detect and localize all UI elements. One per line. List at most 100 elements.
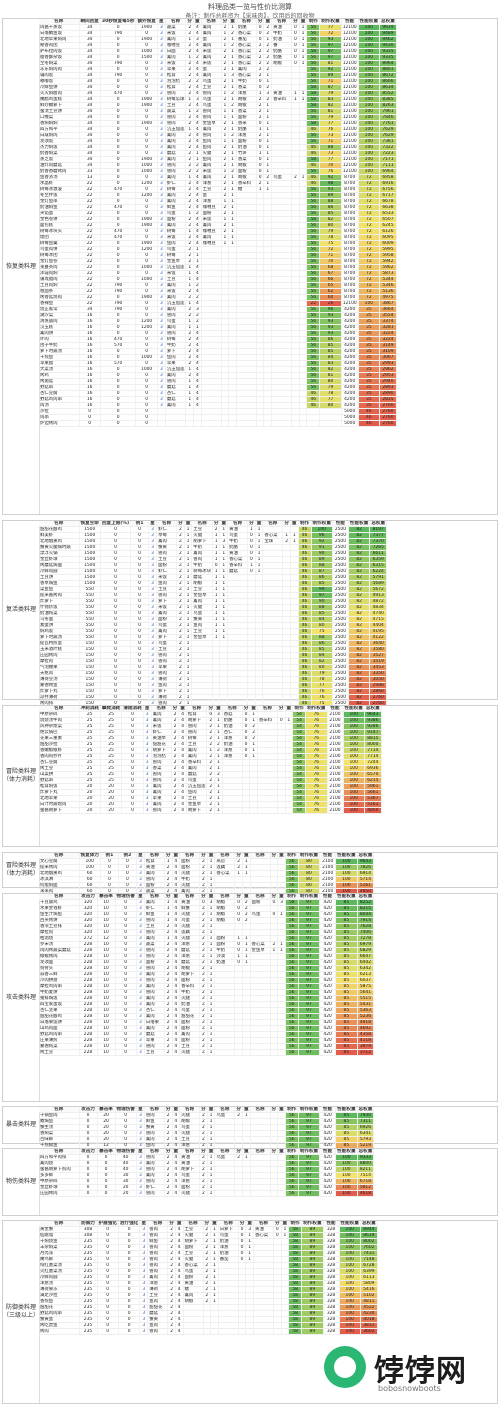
column-header: 性能 [332, 521, 349, 527]
value-cell: 4 [175, 1328, 184, 1335]
column-header: 30秒恢复每5秒 [100, 19, 137, 25]
column-header: 量 [285, 706, 294, 712]
value-cell: 4 [178, 741, 187, 748]
value-cell: 3 [148, 616, 158, 623]
value-cell: 2 [221, 162, 230, 169]
value-cell [277, 777, 286, 784]
score-cell: 8700 [341, 174, 359, 181]
value-cell: 奶油 [218, 1250, 239, 1257]
dish-name-cell: 日落鲷鱼饭 [39, 30, 80, 37]
score-cell: 35 [358, 360, 381, 367]
score-cell: 58 [306, 216, 321, 223]
value-cell: 235 [79, 1310, 98, 1317]
value-cell [238, 1304, 247, 1311]
value-cell [277, 1166, 286, 1173]
score-cell: 2500 [332, 604, 349, 611]
value-cell: 2 [221, 36, 230, 43]
value-cell: 牛奶 [227, 538, 249, 545]
value-cell: 0 [100, 532, 132, 539]
value-cell: 4 [175, 1238, 184, 1245]
value-cell: 胡萝卜 [191, 538, 213, 545]
value-cell [271, 156, 293, 163]
column-header: 制作权重 [305, 706, 328, 712]
score-cell: 2100 [319, 870, 337, 877]
score-cell: 80 [298, 858, 321, 865]
value-cell: 10 [97, 905, 116, 912]
score-cell: 328 [323, 1238, 340, 1245]
score-cell: 85 [319, 348, 342, 355]
value-cell [299, 192, 308, 199]
score-cell: 54 [292, 765, 307, 772]
value-cell: 0 [97, 1226, 119, 1233]
table-row: 薄荷果冻 235 0 0 3 薄荷 2 4 糖 2 1 58 89 328 100 5416 [39, 1286, 378, 1293]
value-cell [249, 765, 258, 772]
score-cell: 2100 [327, 717, 344, 724]
value-cell: 胡萝卜 [151, 747, 172, 754]
score-cell: 2100 [327, 771, 344, 778]
value-cell: 兽肉 [156, 592, 178, 599]
dish-name-cell: 秘香肉团 [39, 42, 80, 49]
value-cell [282, 664, 291, 671]
column-header: 分 [234, 1149, 243, 1155]
column-header: 名称 [39, 1149, 80, 1155]
score-cell: 85 [335, 1136, 358, 1143]
value-cell: 0 [97, 1172, 116, 1179]
value-cell [270, 882, 279, 889]
score-cell: 58 [306, 84, 321, 91]
score-cell: 46 [358, 420, 381, 427]
value-cell [277, 747, 286, 754]
value-cell: 25 [100, 753, 123, 760]
column-header: 分 [212, 521, 221, 527]
value-cell: 1 [299, 174, 308, 181]
value-cell [221, 342, 230, 349]
score-cell: 46 [298, 640, 312, 647]
value-cell [227, 652, 249, 659]
value-cell: 0 [115, 1124, 137, 1131]
value-cell: 鲜鱼 [165, 204, 187, 211]
score-cell: 5161 [364, 801, 382, 808]
value-cell [282, 676, 291, 683]
value-cell: 25 [79, 741, 101, 748]
value-cell [250, 1166, 271, 1173]
value-cell: 0 [100, 24, 137, 31]
value-cell: 火腿 [179, 1130, 201, 1137]
value-cell: 1 [214, 753, 223, 760]
score-cell: 35 [358, 324, 381, 331]
table-row: 提瓦特煎蛋 150 0 0 3 鸟蛋 2 1 46 86 2500 82 3640 [39, 640, 388, 647]
score-cell: 9462 [379, 36, 397, 43]
value-cell [291, 366, 300, 373]
value-cell [212, 694, 221, 701]
score-cell: 420 [319, 923, 337, 930]
table-row: 面包糕 22 0 1900 3 禽肉 2 4 禽肉 2 1 56 80 8700 72 6245 [39, 222, 397, 229]
score-cell: 3109 [379, 348, 397, 355]
value-cell [277, 935, 286, 942]
value-cell: 3 [148, 640, 158, 647]
score-cell: 85 [335, 1124, 358, 1131]
value-cell: 3 [157, 198, 166, 205]
value-cell: 1 [263, 186, 273, 193]
score-cell: 85 [335, 911, 358, 918]
dish-name-cell: 蒜香三鲜 [39, 971, 80, 978]
value-cell: 1 [210, 1286, 219, 1293]
value-cell [281, 1280, 290, 1287]
value-cell [221, 390, 230, 397]
value-cell [256, 360, 265, 367]
value-cell: 0 [135, 306, 158, 313]
value-cell [281, 1274, 290, 1281]
value-cell [273, 1304, 282, 1311]
value-cell: 0 [97, 1298, 119, 1305]
value-cell: 3 [139, 1280, 149, 1287]
value-cell: 1 [214, 789, 223, 796]
value-cell: 黄油 [183, 1280, 204, 1287]
value-cell: 10 [97, 1037, 116, 1044]
value-cell: 1 [221, 234, 230, 241]
column-header: 制作 [285, 853, 299, 859]
value-cell [250, 923, 271, 930]
value-cell: 4 [193, 276, 202, 283]
score-cell: 56 [285, 929, 299, 936]
value-cell: 0 [256, 78, 265, 85]
value-cell: 0 [256, 168, 265, 175]
score-cell: 100 [358, 138, 381, 145]
score-cell: 85 [335, 1037, 358, 1044]
table-row: 金灯鱼串 22 0 0 3 禽肉 2 4 洋葱 1 1 56 88 8700 72 6678 [39, 198, 397, 205]
